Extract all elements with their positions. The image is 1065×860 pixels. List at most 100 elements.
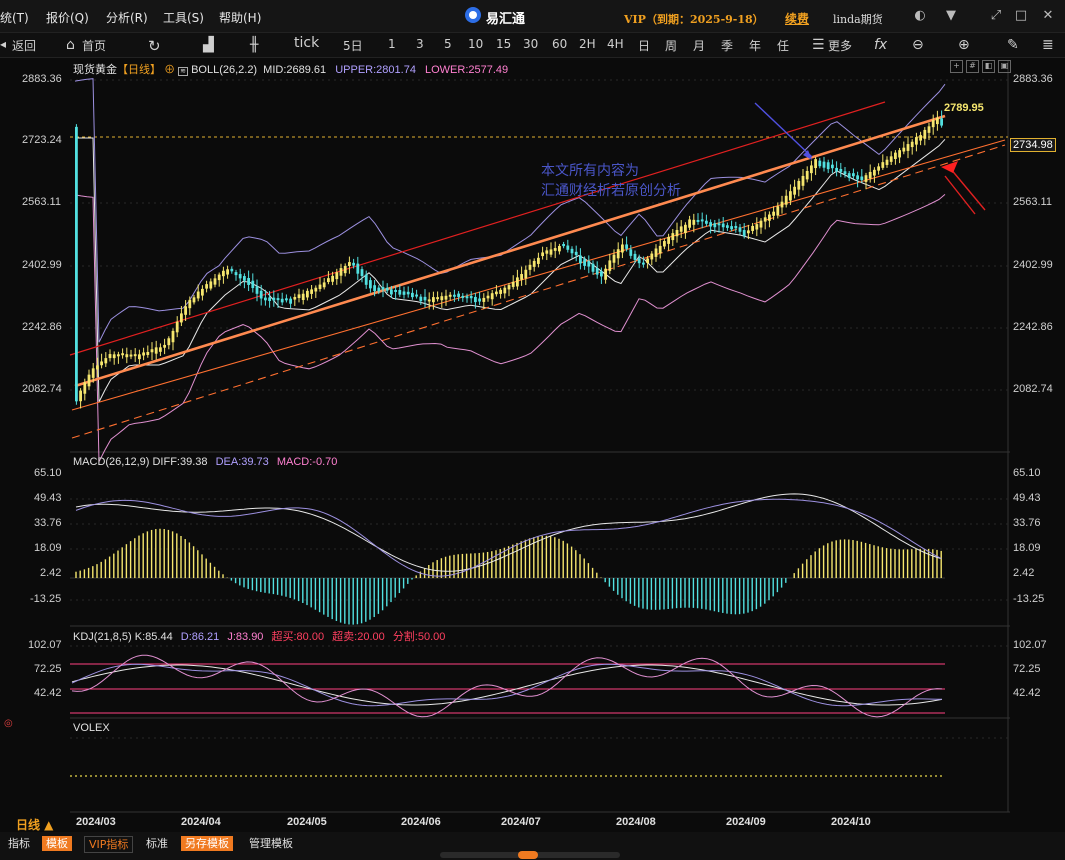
candle — [692, 219, 696, 225]
menu-tools[interactable]: 工具(S) — [163, 11, 204, 25]
price-axis-label: 2242.86 — [22, 321, 62, 333]
period-week[interactable]: 周 — [665, 39, 678, 53]
period-month[interactable]: 月 — [693, 39, 706, 53]
back-button[interactable]: 返回 — [12, 39, 37, 53]
maximize-icon[interactable]: □ — [1014, 8, 1028, 23]
restore-icon[interactable]: ⤢ — [990, 8, 1002, 23]
menu-lines-icon[interactable]: ☰ — [812, 37, 825, 53]
candle — [604, 268, 607, 280]
scrollbar-thumb[interactable] — [518, 851, 538, 859]
grid-icon[interactable]: # — [966, 60, 979, 73]
candle — [856, 175, 859, 180]
candle — [625, 244, 628, 249]
candle — [83, 382, 87, 394]
expand-icon[interactable]: ▣ — [998, 60, 1011, 73]
zoom-in-icon[interactable]: ⊕ — [958, 37, 970, 53]
crosshair-icon[interactable]: + — [950, 60, 963, 73]
candle — [646, 258, 649, 264]
candle — [96, 365, 99, 370]
candle — [511, 281, 515, 287]
tab-template[interactable]: 模板 — [42, 836, 72, 851]
period-60[interactable]: 60 — [552, 37, 568, 51]
candle — [495, 291, 498, 295]
macd-diff: DIFF:39.38 — [152, 456, 208, 468]
candle — [474, 296, 477, 303]
boll-bands — [74, 78, 946, 462]
candle — [243, 276, 246, 281]
skin-icon[interactable]: ◐ — [914, 8, 926, 23]
draw-tools-icon[interactable]: ≣ — [1042, 37, 1054, 53]
candle — [587, 260, 591, 267]
macd-axis-label-right: 65.10 — [1013, 467, 1041, 479]
candle — [310, 289, 313, 294]
period-custom[interactable]: 任 — [777, 39, 790, 53]
back-arrow-icon[interactable]: ◂ — [0, 37, 7, 51]
current-price-tag: 2734.98 — [1010, 138, 1056, 152]
tab-standard[interactable]: 标准 — [146, 837, 168, 850]
period-day[interactable]: 日 — [638, 39, 651, 53]
settings-gear-icon[interactable]: ⊕ — [164, 64, 176, 76]
candle — [579, 255, 582, 264]
candle — [415, 294, 418, 297]
tab-manage-template[interactable]: 管理模板 — [249, 837, 293, 850]
collapse-icon[interactable]: ◧ — [982, 60, 995, 73]
candle — [448, 294, 452, 297]
candle-icon[interactable]: ╫ — [250, 37, 259, 53]
user-name[interactable]: linda期货 — [833, 13, 883, 26]
shirt-icon[interactable]: ▼ — [946, 8, 956, 23]
period-indicator[interactable]: 日线 ▲ — [16, 818, 54, 832]
candle — [873, 169, 876, 176]
bar-chart-icon[interactable]: ▟ — [203, 37, 214, 53]
tab-indicator[interactable]: 指标 — [8, 837, 30, 850]
candle — [196, 291, 200, 299]
period-quarter[interactable]: 季 — [721, 39, 734, 53]
menu-analysis[interactable]: 分析(R) — [106, 11, 148, 25]
menu-quote[interactable]: 报价(Q) — [46, 11, 89, 25]
candle — [247, 278, 250, 285]
period-15[interactable]: 15 — [496, 37, 512, 51]
candle — [910, 141, 914, 148]
candle — [100, 361, 103, 366]
period-year[interactable]: 年 — [749, 39, 762, 53]
period-3[interactable]: 3 — [416, 37, 424, 51]
period-5[interactable]: 5 — [444, 37, 452, 51]
candle — [112, 354, 116, 359]
period-1[interactable]: 1 — [388, 37, 396, 51]
home-icon[interactable]: ⌂ — [66, 37, 75, 53]
kdj-axis-label: 42.42 — [34, 687, 62, 699]
period-5day[interactable]: 5日 — [343, 39, 363, 53]
period-30[interactable]: 30 — [523, 37, 539, 51]
tab-vip-indicator[interactable]: VIP指标 — [84, 836, 134, 853]
candle — [629, 249, 633, 256]
period-2h[interactable]: 2H — [579, 37, 596, 51]
zoom-out-icon[interactable]: ⊖ — [912, 37, 924, 53]
target-icon[interactable]: ◎ — [4, 718, 13, 729]
candle — [175, 321, 179, 333]
menu-system[interactable]: 统(T) — [0, 11, 29, 25]
candle — [532, 260, 536, 267]
candle — [272, 297, 276, 301]
period-tag[interactable]: 【日线】 — [117, 64, 161, 76]
trend-lines — [69, 101, 1006, 439]
volex-label: VOLEX — [73, 722, 110, 734]
more-button[interactable]: 更多 — [828, 39, 853, 53]
home-button[interactable]: 首页 — [82, 39, 107, 53]
candle — [444, 295, 448, 300]
app-logo-icon — [465, 7, 481, 23]
refresh-icon[interactable]: ↻ — [148, 37, 161, 55]
formula-icon[interactable]: fx — [874, 37, 888, 53]
close-icon[interactable]: ✕ — [1042, 8, 1054, 23]
candle — [192, 297, 196, 303]
tick-button[interactable]: tick — [294, 35, 320, 51]
candle — [453, 294, 456, 297]
draw-pen-icon[interactable]: ✎ — [1007, 37, 1019, 53]
period-4h[interactable]: 4H — [607, 37, 624, 51]
tab-save-template[interactable]: 另存模板 — [181, 836, 233, 851]
price-axis-label: 2082.74 — [22, 383, 62, 395]
app-title: 易汇通 — [486, 12, 526, 27]
renew-link[interactable]: 续费 — [785, 12, 810, 26]
macd-value: MACD:-0.70 — [276, 456, 338, 468]
menu-help[interactable]: 帮助(H) — [219, 11, 262, 25]
period-10[interactable]: 10 — [468, 37, 484, 51]
